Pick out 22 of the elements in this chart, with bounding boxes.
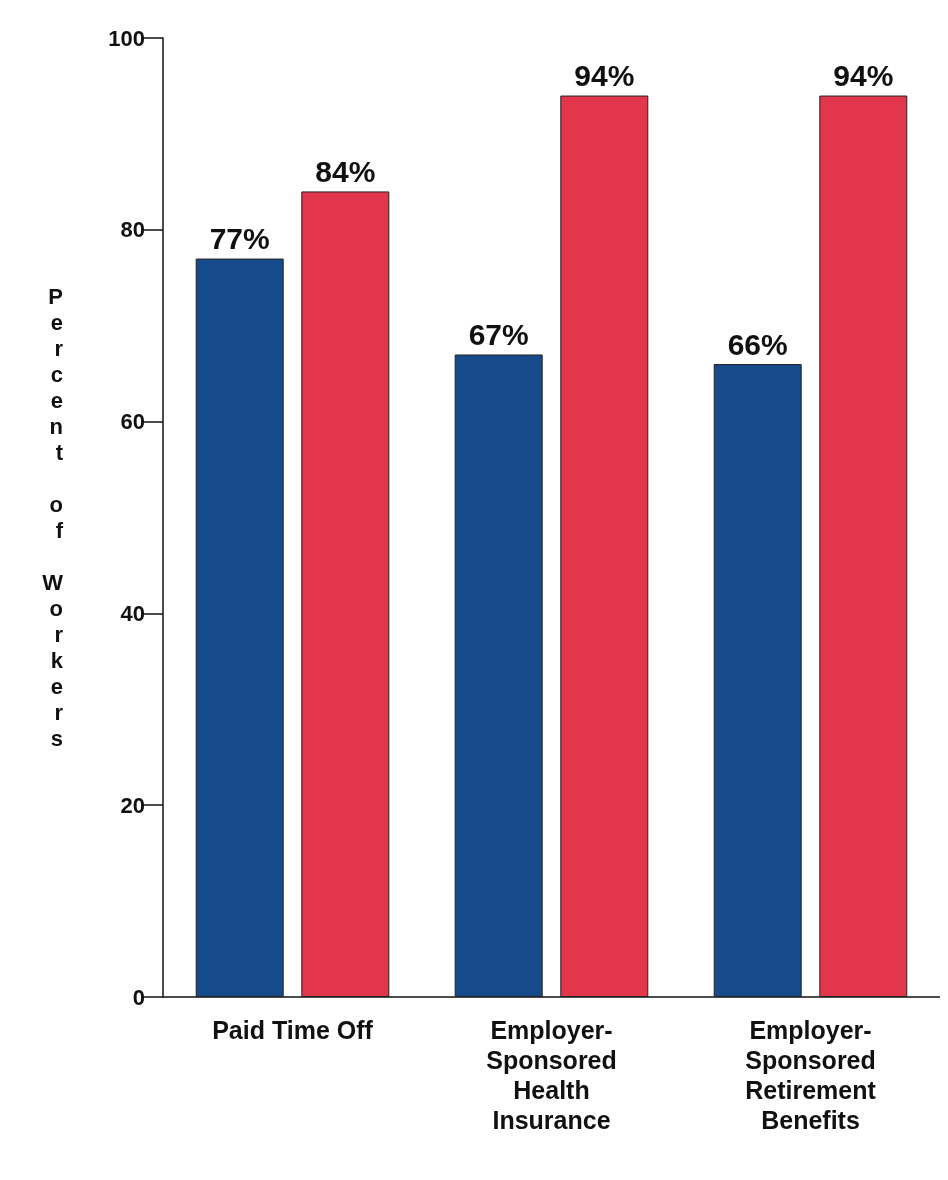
data-label: 66% xyxy=(727,327,788,361)
data-label: 77% xyxy=(209,222,270,256)
bar xyxy=(454,354,543,997)
y-tick-label: 80 xyxy=(120,217,145,243)
data-label: 94% xyxy=(574,59,635,93)
data-label: 67% xyxy=(468,317,529,351)
data-label: 84% xyxy=(315,154,376,188)
text: Percent of Workers xyxy=(42,284,63,751)
y-tick-label: 100 xyxy=(108,25,145,51)
y-tick-label: 0 xyxy=(132,984,145,1010)
bar xyxy=(819,95,908,997)
y-tick-label: 40 xyxy=(120,600,145,626)
bar xyxy=(195,258,284,997)
data-label: 94% xyxy=(833,59,894,93)
bar xyxy=(560,95,649,997)
y-tick-label: 60 xyxy=(120,409,145,435)
x-tick-label: Paid Time Off xyxy=(212,1016,374,1044)
bar xyxy=(301,191,390,997)
x-tick-label: Employer-Sponsored Retirement Benefits xyxy=(745,1016,877,1134)
x-tick-label: Employer-Sponsored Health Insurance xyxy=(486,1016,617,1134)
y-tick-label: 20 xyxy=(120,792,145,818)
bar xyxy=(713,364,802,997)
